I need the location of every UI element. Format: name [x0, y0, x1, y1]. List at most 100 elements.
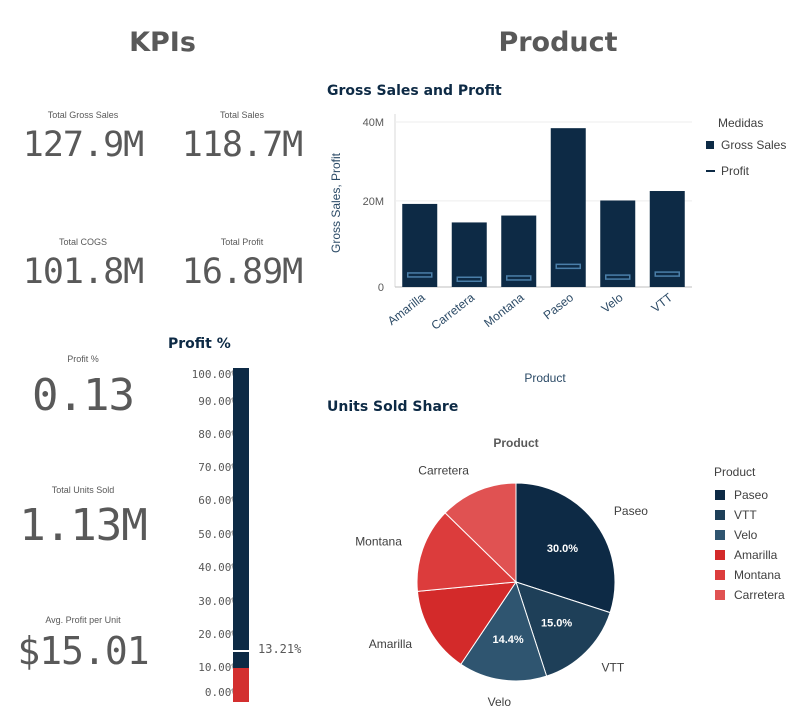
pie-slice-value-label: 30.0%: [547, 543, 578, 555]
units-sold-share-chart: Product 30.0% Paseo 15.0% VTT 14.4% Velo Amari…: [355, 436, 785, 706]
kpi-label-total-sales: Total Sales: [219, 110, 265, 120]
bar-chart-title: Gross Sales and Profit: [327, 83, 502, 99]
profit-marker[interactable]: [407, 272, 433, 278]
bar-chart-y-axis-title: Gross Sales, Profit: [329, 152, 343, 253]
profit-marker[interactable]: [456, 276, 482, 283]
bar-chart-x-ticks: Amarilla Carretera Montana Paseo Velo VTT: [385, 290, 676, 333]
gauge-bar: [233, 368, 249, 702]
bar-chart-x-axis-title: Product: [524, 371, 566, 385]
pie-chart-slices: [416, 482, 616, 682]
pie-slice-value-label: 14.4%: [492, 634, 523, 646]
kpi-label-profit-percent: Profit %: [67, 354, 99, 364]
pie-chart-title: Units Sold Share: [327, 399, 459, 415]
pie-legend-label[interactable]: VTT: [734, 508, 757, 522]
gauge-tick: 60.00%: [198, 494, 238, 507]
bar-chart-x-tick-label: VTT: [649, 290, 676, 315]
kpi-label-total-units-sold: Total Units Sold: [51, 485, 115, 495]
kpi-label-total-gross-sales: Total Gross Sales: [47, 110, 119, 120]
gauge-tick: 70.00%: [198, 461, 238, 474]
pie-slice[interactable]: [444, 482, 517, 584]
bar-chart-x-tick-label: Montana: [481, 290, 527, 330]
pie-slice-name-label: VTT: [602, 661, 625, 675]
profit-gauge-title: Profit %: [168, 336, 231, 352]
gauge-tick: 100.00%: [191, 368, 238, 381]
pie-legend-swatch: [715, 570, 725, 580]
kpi-value-avg-profit-per-unit: $15.01: [17, 629, 149, 673]
bar-chart-x-tick-label: Carretera: [429, 290, 478, 332]
kpis-heading: KPIs: [129, 27, 196, 58]
pie-legend-label[interactable]: Velo: [734, 528, 758, 542]
pie-legend-swatch: [715, 510, 725, 520]
pie-chart-labels: 30.0% Paseo 15.0% VTT 14.4% Velo Amarilla Monta…: [355, 464, 648, 706]
pie-slice-name-label: Carretera: [418, 464, 469, 478]
pie-chart-subtitle: Product: [493, 436, 538, 450]
pie-slice-name-label: Montana: [355, 535, 402, 549]
pie-slice[interactable]: [515, 581, 611, 677]
kpi-label-avg-profit-per-unit: Avg. Profit per Unit: [45, 615, 121, 625]
gauge-tick: 50.00%: [198, 528, 238, 541]
bar-chart-y-tick-label: 40M: [363, 117, 384, 129]
gauge-tick: 20.00%: [198, 628, 238, 641]
gross-sales-bar[interactable]: [501, 215, 537, 287]
pie-slice[interactable]: [416, 512, 518, 592]
pie-legend-title: Product: [714, 465, 756, 479]
bar-chart-x-tick-label: Amarilla: [385, 290, 428, 328]
gross-sales-legend-swatch: [706, 141, 714, 149]
pie-slice-name-label: Paseo: [614, 504, 648, 518]
bar-chart-x-tick-label: Velo: [599, 290, 626, 316]
bar-chart-gridlines: [394, 114, 692, 288]
gross-sales-bar[interactable]: [649, 191, 685, 287]
pie-chart-legend[interactable]: Product Paseo VTT Velo Amarilla Montana Carret…: [714, 465, 785, 602]
pie-slice[interactable]: [416, 581, 518, 665]
pie-slice[interactable]: [515, 482, 616, 614]
profit-marker[interactable]: [605, 274, 631, 280]
product-heading: Product: [498, 27, 618, 58]
gauge-value-marker: [233, 649, 249, 652]
pie-legend-swatch: [715, 530, 725, 540]
kpi-label-total-cogs: Total COGS: [58, 237, 107, 247]
kpi-value-total-profit: 16.89M: [181, 252, 303, 292]
bar-chart-y-tick-label: 0: [378, 282, 384, 294]
gauge-tick: 90.00%: [198, 395, 238, 408]
gauge-red-segment: [233, 667, 249, 702]
bar-chart-y-ticks: 40M 20M 0: [363, 117, 384, 294]
gauge-tick: 80.00%: [198, 428, 238, 441]
pie-legend-swatch: [715, 490, 725, 500]
kpi-value-total-gross-sales: 127.9M: [22, 125, 144, 165]
gross-sales-legend-label[interactable]: Gross Sales: [721, 138, 786, 152]
gross-sales-bar[interactable]: [600, 200, 636, 287]
gauge-tick: 40.00%: [198, 561, 238, 574]
bar-chart-x-tick-label: Paseo: [541, 290, 577, 322]
kpi-value-total-cogs: 101.8M: [22, 252, 144, 292]
gross-sales-profit-chart: Gross Sales, Profit Product 40M 20M 0 Amar…: [329, 114, 786, 385]
gross-sales-bar[interactable]: [550, 128, 586, 287]
gauge-tick: 30.00%: [198, 595, 238, 608]
profit-marker[interactable]: [555, 263, 581, 270]
gauge-value-label: 13.21%: [258, 641, 302, 656]
bar-chart-bars: [402, 128, 685, 287]
kpi-value-total-units-sold: 1.13M: [19, 500, 147, 551]
bar-chart-legend[interactable]: Medidas Gross Sales Profit: [706, 116, 786, 178]
pie-legend-label[interactable]: Carretera: [734, 588, 785, 602]
pie-slice-name-label: Amarilla: [369, 637, 413, 651]
bar-chart-y-tick-label: 20M: [363, 196, 384, 208]
pie-legend-swatch: [715, 550, 725, 560]
gross-sales-bar[interactable]: [451, 222, 487, 287]
kpi-value-total-sales: 118.7M: [181, 125, 303, 165]
pie-legend-label[interactable]: Amarilla: [734, 548, 778, 562]
gauge-tick: 0.00%: [204, 686, 238, 699]
profit-marker[interactable]: [506, 275, 532, 281]
profit-marker[interactable]: [654, 271, 680, 277]
pie-legend-label[interactable]: Paseo: [734, 488, 768, 502]
pie-legend-label[interactable]: Montana: [734, 568, 781, 582]
bar-legend-title: Medidas: [718, 116, 763, 130]
kpi-label-total-profit: Total Profit: [220, 237, 264, 247]
pie-slice-value-label: 15.0%: [541, 618, 572, 630]
profit-gauge: 100.00% 90.00% 80.00% 70.00% 60.00% 50.0…: [160, 362, 320, 706]
pie-slice-name-label: Velo: [488, 695, 512, 706]
pie-slice[interactable]: [460, 580, 548, 682]
gauge-tick: 10.00%: [198, 661, 238, 674]
pie-legend-swatch: [715, 590, 725, 600]
kpi-value-profit-percent: 0.13: [32, 370, 135, 421]
profit-legend-label[interactable]: Profit: [721, 164, 750, 178]
